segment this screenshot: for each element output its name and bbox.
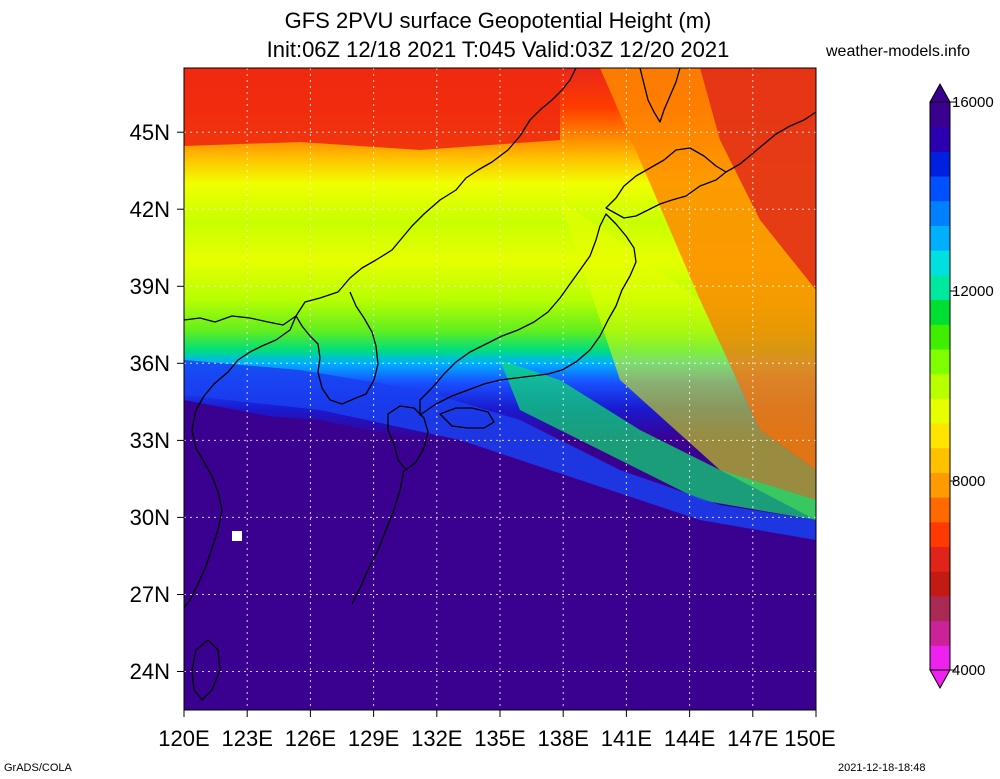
coast-asia-mainland [184, 68, 577, 326]
colorbar-cell [930, 398, 950, 424]
colorbar-label: 12000 [952, 283, 994, 300]
colorbar-cell [930, 324, 950, 350]
lon-label: 144E [664, 726, 715, 751]
colorbar-cell [930, 447, 950, 473]
colorbar-cell [930, 645, 950, 671]
colorbar-cell [930, 373, 950, 399]
coast-kyushu [387, 405, 429, 471]
colorbar-bottom-arrow [929, 669, 951, 690]
colorbar-cell [930, 546, 950, 572]
coast-korea [295, 291, 379, 405]
map-area [184, 68, 816, 710]
coast-shikoku [439, 407, 495, 429]
lon-label: 135E [474, 726, 525, 751]
coast-ryukyu [351, 469, 405, 605]
colorbar: 4000 8000 12000 16000 [929, 82, 994, 690]
coast-hokkaido [605, 147, 727, 219]
axis-ticks [177, 131, 817, 717]
lon-label: 147E [727, 726, 778, 751]
lon-label: 132E [411, 726, 462, 751]
coast-kurils [725, 111, 816, 173]
lon-label: 123E [222, 726, 273, 751]
coast-china-east [184, 315, 297, 609]
missing-data-box [232, 531, 242, 541]
field-north-red [184, 68, 560, 150]
colorbar-cell [930, 274, 950, 301]
lat-label: 24N [130, 659, 170, 684]
field-east-red [700, 68, 816, 290]
coast-sakhalin [639, 68, 681, 123]
coast-taiwan [191, 639, 221, 701]
lat-label: 36N [130, 351, 170, 376]
colorbar-cell [930, 200, 950, 226]
lat-label: 33N [130, 428, 170, 453]
lat-label: 42N [130, 197, 170, 222]
colorbar-label: 16000 [952, 94, 994, 111]
coast-honshu [419, 213, 637, 416]
colorbar-cell [930, 126, 950, 152]
colorbar-frame [929, 101, 951, 671]
lat-label: 27N [130, 582, 170, 607]
lon-label: 141E [601, 726, 652, 751]
colorbar-cell [930, 250, 950, 276]
credit-label: weather-models.info [826, 43, 971, 60]
field-east-yellow [560, 200, 816, 520]
lon-label: 150E [784, 726, 835, 751]
colorbar-cell [930, 472, 950, 498]
lat-label: 39N [130, 274, 170, 299]
colorbar-cell [930, 176, 950, 202]
colorbar-cell [930, 225, 950, 251]
colorbar-top-arrow [929, 82, 951, 103]
colorbar-cell [930, 521, 950, 548]
lon-label: 126E [285, 726, 336, 751]
colorbar-cell [930, 571, 950, 597]
lat-label: 30N [130, 505, 170, 530]
colorbar-cell [930, 348, 950, 375]
colorbar-label: 8000 [952, 473, 985, 490]
colorbar-cells [930, 102, 950, 671]
colorbar-label: 4000 [952, 662, 985, 679]
colorbar-cell [930, 299, 950, 325]
colorbar-cell [930, 497, 950, 523]
footer-software: GrADS/COLA [4, 762, 72, 774]
colorbar-cell [930, 423, 950, 449]
colorbar-cell [930, 595, 950, 622]
footer-timestamp: 2021-12-18-18:48 [838, 762, 926, 774]
coastlines [184, 68, 816, 701]
lon-label: 138E [538, 726, 589, 751]
field-east-blue [184, 360, 816, 540]
lon-axis-labels: 120E 123E 126E 129E 132E 135E 138E 141E … [158, 726, 835, 751]
colorbar-cell [930, 102, 950, 128]
chart-title: GFS 2PVU surface Geopotential Height (m) [284, 8, 712, 33]
lat-axis-labels: 24N 27N 30N 33N 36N 39N 42N 45N [130, 120, 170, 684]
chart-subtitle: Init:06Z 12/18 2021 T:045 Valid:03Z 12/2… [266, 37, 730, 62]
grid-lines [184, 68, 816, 710]
colorbar-cell [930, 151, 950, 177]
lon-label: 120E [158, 726, 209, 751]
colorbar-cell [930, 620, 950, 646]
lon-label: 129E [348, 726, 399, 751]
lat-label: 45N [130, 120, 170, 145]
